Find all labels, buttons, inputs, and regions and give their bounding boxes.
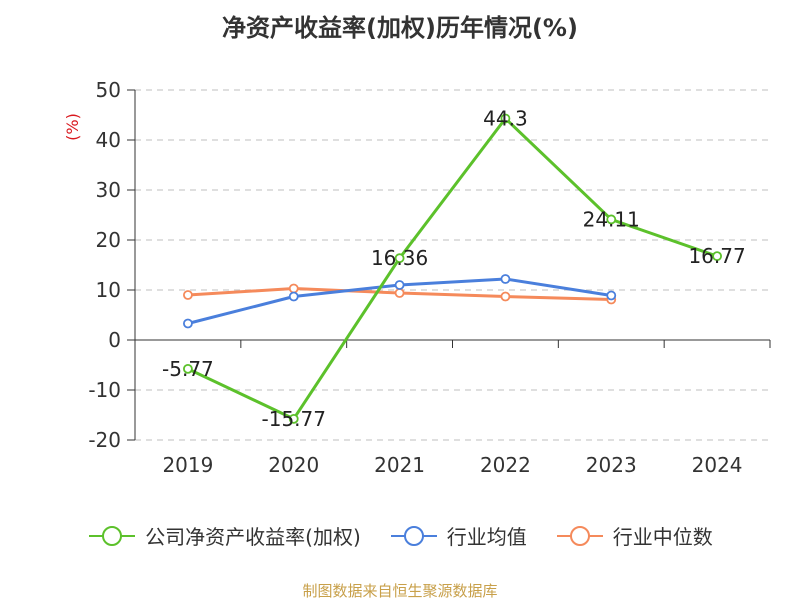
data-label: -15.77 <box>262 407 326 431</box>
legend-label: 行业均值 <box>446 525 527 549</box>
x-tick-label: 2023 <box>586 453 637 477</box>
y-tick-label: 20 <box>96 228 121 252</box>
series-line <box>187 117 718 421</box>
x-tick-label: 2024 <box>692 453 743 477</box>
y-tick-label: -10 <box>88 378 121 402</box>
data-point <box>183 318 193 329</box>
data-label: 16.77 <box>688 244 745 268</box>
legend-swatch-icon <box>556 525 603 546</box>
legend-swatch-icon <box>89 525 136 546</box>
legend-marker <box>102 525 123 546</box>
data-label: 16.36 <box>371 246 428 270</box>
legend-item[interactable]: 行业均值 <box>389 521 527 550</box>
y-tick-label: 40 <box>96 128 121 152</box>
data-point <box>606 214 617 225</box>
data-label: -5.77 <box>162 357 214 381</box>
legend-swatch-icon <box>390 525 437 546</box>
gridlines <box>135 89 770 441</box>
data-point <box>288 283 299 294</box>
data-point <box>712 251 722 262</box>
data-point <box>288 413 299 424</box>
data-point <box>606 290 617 301</box>
y-tick-label: 50 <box>96 78 121 102</box>
x-tick-label: 2022 <box>480 453 531 477</box>
data-point <box>500 113 511 124</box>
y-tick-label: -20 <box>88 428 121 452</box>
legend: 公司净资产收益率(加权) 行业均值 行业中位数 <box>0 521 800 550</box>
legend-label: 行业中位数 <box>612 525 713 549</box>
y-axis-label: (%) <box>63 113 82 141</box>
data-point <box>394 280 405 290</box>
data-point <box>500 274 511 284</box>
legend-label: 公司净资产收益率(加权) <box>145 525 361 549</box>
x-tick-label: 2021 <box>374 453 425 477</box>
x-tick-label: 2019 <box>162 453 213 477</box>
data-label: 44.3 <box>483 107 528 131</box>
data-point <box>183 363 193 374</box>
data-label: 24.11 <box>583 207 640 231</box>
chart-title: 净资产收益率(加权)历年情况(%) <box>222 14 578 42</box>
data-labels: -5.77 -15.77 16.36 44.3 24.11 16.77 <box>162 107 746 431</box>
legend-marker <box>569 525 590 546</box>
data-point <box>394 288 405 298</box>
x-tick-label: 2020 <box>268 453 319 477</box>
data-point <box>500 291 511 302</box>
legend-marker <box>403 525 424 546</box>
legend-item[interactable]: 公司净资产收益率(加权) <box>87 521 361 550</box>
legend-item[interactable]: 行业中位数 <box>555 521 713 550</box>
y-tick-label: 30 <box>96 178 121 202</box>
y-tick-label: 10 <box>96 278 121 302</box>
source-note: 制图数据来自恒生聚源数据库 <box>302 582 498 600</box>
data-point <box>183 290 193 300</box>
axes: -20 -10 0 10 20 30 40 50 2019 2020 2021 2022 2023 202… <box>88 78 771 477</box>
data-point <box>394 253 405 264</box>
data-point <box>288 291 299 302</box>
series-lines <box>183 113 722 424</box>
y-tick-label: 0 <box>108 328 121 352</box>
